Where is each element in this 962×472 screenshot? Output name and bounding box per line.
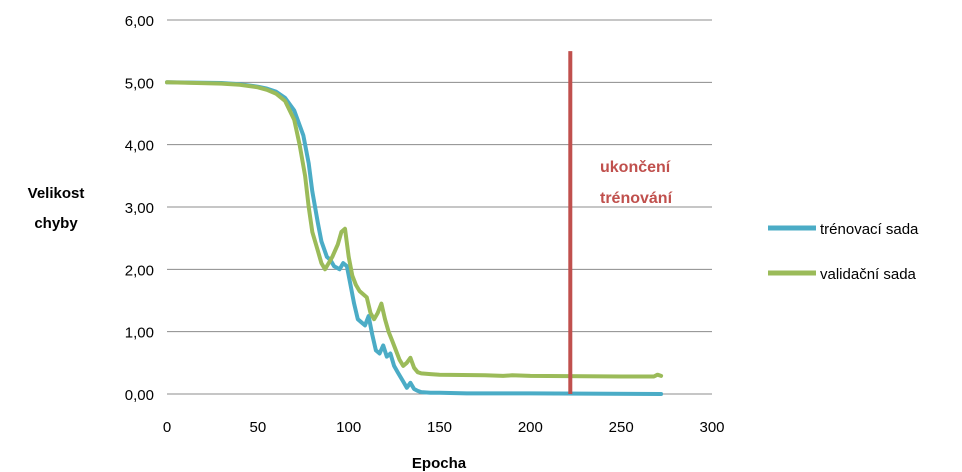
x-axis-title: Epocha [412, 455, 467, 472]
y-axis-title-line-2: chyby [34, 215, 78, 232]
y-tick-label: 3,00 [125, 200, 154, 217]
annotation-line-2: trénování [600, 190, 673, 207]
x-tick-label: 0 [163, 419, 171, 436]
x-tick-label: 250 [609, 419, 634, 436]
y-tick-label: 5,00 [125, 75, 154, 92]
legend-label-training: trénovací sada [820, 221, 919, 238]
x-tick-label: 100 [336, 419, 361, 436]
y-tick-label: 2,00 [125, 262, 154, 279]
x-tick-label: 50 [249, 419, 266, 436]
y-tick-label: 6,00 [125, 13, 154, 30]
annotation-line-1: ukončení [600, 159, 671, 176]
y-tick-labels: 0,00 1,00 2,00 3,00 4,00 5,00 6,00 [125, 13, 154, 404]
y-tick-label: 0,00 [125, 387, 154, 404]
x-tick-label: 200 [518, 419, 543, 436]
y-axis-title-line-1: Velikost [28, 185, 85, 202]
series-lines [165, 80, 664, 396]
x-tick-labels: 0 50 100 150 200 250 300 [163, 419, 725, 436]
gridlines [167, 19, 712, 395]
x-tick-label: 150 [427, 419, 452, 436]
legend-label-validation: validační sada [820, 266, 917, 283]
x-tick-label: 300 [699, 419, 724, 436]
series-line-validation [165, 80, 664, 379]
series-line-training [165, 80, 664, 396]
y-tick-label: 1,00 [125, 325, 154, 342]
legend: trénovací sada validační sada [768, 221, 919, 283]
y-tick-label: 4,00 [125, 138, 154, 155]
